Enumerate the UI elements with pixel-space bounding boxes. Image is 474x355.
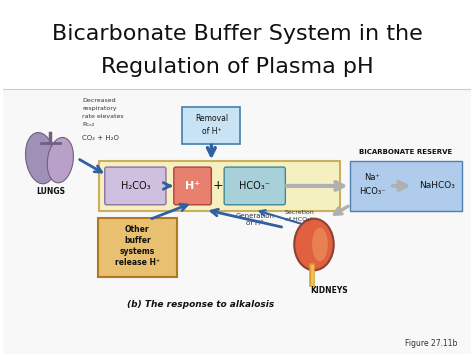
Text: Regulation of Plasma pH: Regulation of Plasma pH: [100, 57, 374, 77]
Text: CO₂ + H₂O: CO₂ + H₂O: [82, 135, 119, 141]
Text: HCO₃⁻: HCO₃⁻: [239, 181, 270, 191]
Text: Pᴄₒ₂: Pᴄₒ₂: [82, 122, 94, 127]
FancyBboxPatch shape: [99, 161, 340, 211]
Text: Removal: Removal: [195, 114, 228, 123]
Text: respiratory: respiratory: [82, 106, 117, 111]
FancyBboxPatch shape: [224, 167, 285, 205]
Text: +: +: [213, 179, 224, 192]
Text: of H⁺: of H⁺: [201, 127, 221, 136]
Text: rate elevates: rate elevates: [82, 114, 124, 119]
Text: Figure 27.11b: Figure 27.11b: [405, 339, 457, 348]
Text: buffer: buffer: [124, 236, 151, 245]
Text: KIDNEYS: KIDNEYS: [310, 286, 347, 295]
Text: BICARBONATE RESERVE: BICARBONATE RESERVE: [359, 149, 452, 155]
Text: H₂CO₃: H₂CO₃: [120, 181, 150, 191]
Text: of H⁺: of H⁺: [246, 220, 264, 226]
Text: Na⁺: Na⁺: [364, 174, 380, 182]
FancyBboxPatch shape: [174, 167, 211, 205]
Text: H⁺: H⁺: [185, 181, 200, 191]
Text: release H⁺: release H⁺: [115, 258, 160, 267]
Text: Other: Other: [125, 225, 150, 234]
Ellipse shape: [47, 137, 73, 183]
Text: of HCO₃⁻: of HCO₃⁻: [285, 217, 313, 222]
FancyBboxPatch shape: [105, 167, 166, 205]
Text: HCO₃⁻: HCO₃⁻: [359, 187, 385, 196]
FancyBboxPatch shape: [349, 161, 462, 211]
Ellipse shape: [294, 219, 334, 270]
Ellipse shape: [312, 228, 328, 261]
FancyBboxPatch shape: [98, 218, 177, 277]
FancyBboxPatch shape: [182, 107, 240, 144]
FancyBboxPatch shape: [3, 89, 471, 354]
Text: Bicarbonate Buffer System in the: Bicarbonate Buffer System in the: [52, 24, 422, 44]
Text: (b) The response to alkalosis: (b) The response to alkalosis: [127, 300, 274, 308]
Text: systems: systems: [120, 247, 155, 256]
Text: Generation: Generation: [235, 213, 274, 219]
Ellipse shape: [26, 132, 55, 184]
Text: LUNGS: LUNGS: [36, 187, 65, 196]
Text: Decreased: Decreased: [82, 98, 116, 103]
Text: Secretion: Secretion: [284, 210, 314, 215]
Text: NaHCO₃: NaHCO₃: [419, 181, 456, 190]
